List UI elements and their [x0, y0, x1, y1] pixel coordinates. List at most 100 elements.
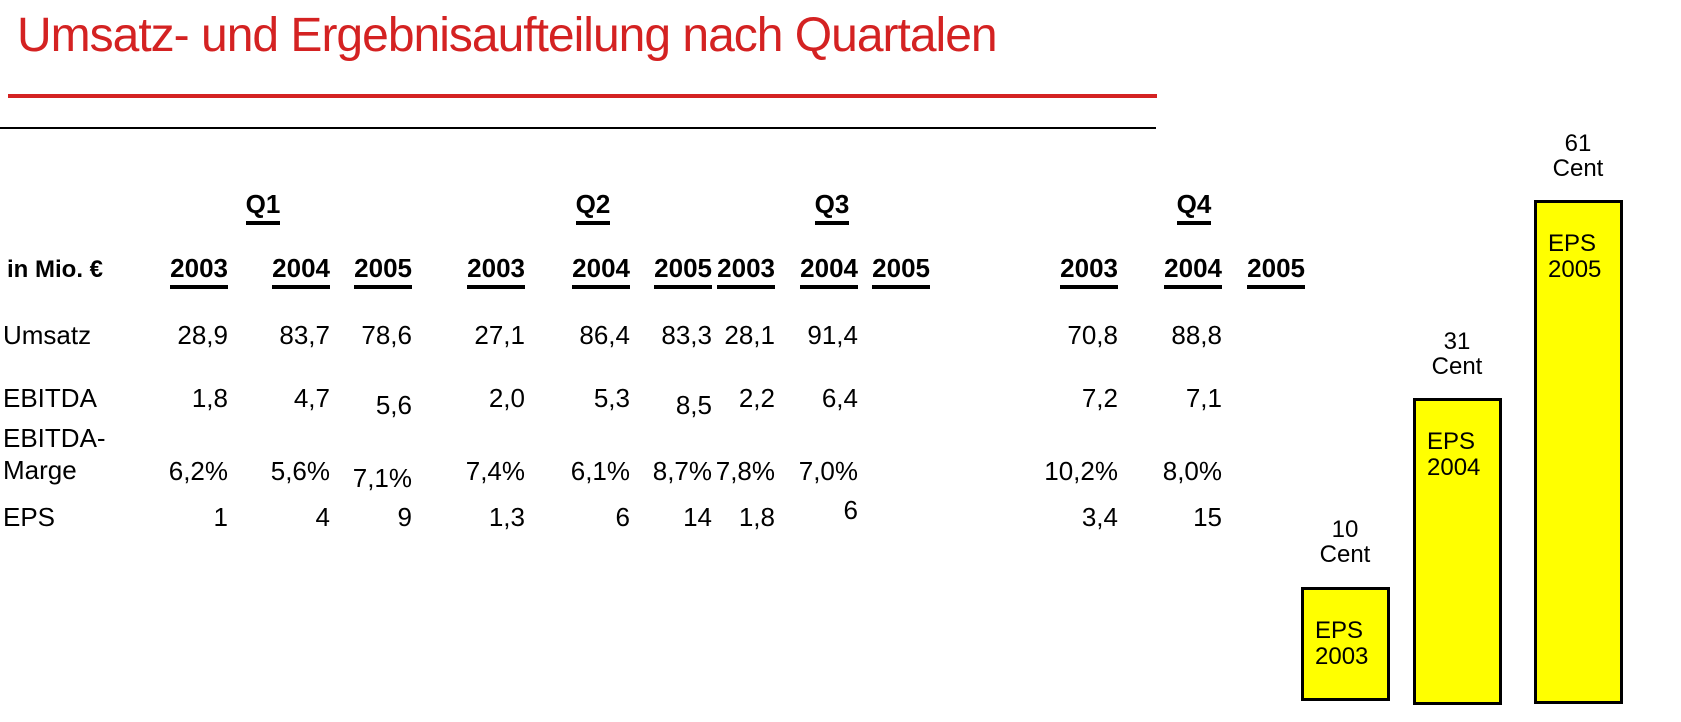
year-header: 2005 [602, 253, 712, 289]
bar-label-line: 2003 [1315, 643, 1369, 670]
quarter-header-q2: Q2 [538, 189, 648, 225]
bar-value-amount: 61 [1564, 130, 1592, 157]
table-cell: 83,3 [661, 320, 712, 350]
page-title: Umsatz- und Ergebnisaufteilung nach Quar… [17, 9, 998, 62]
year-header: 2005 [1195, 253, 1305, 289]
year-header: 2004 [220, 253, 330, 289]
table-cell: 7,0% [798, 456, 858, 486]
bar-label-line: 2005 [1548, 256, 1602, 283]
table-cell: 1,8 [191, 383, 228, 413]
table-cell: 5,3 [593, 383, 630, 413]
year-header: 2005 [302, 253, 412, 289]
year-header: 2003 [118, 253, 228, 289]
table-cell: 6,1% [570, 456, 630, 486]
table-cell: 15 [1193, 502, 1222, 532]
bar-label-line: EPS [1315, 617, 1364, 644]
table-cell: 7,1 [1185, 383, 1222, 413]
eps-2003-bar-label: EPS 2003 [1315, 618, 1368, 670]
row-label-ebitda-marge-line2: Marge [3, 455, 77, 485]
year-header: 2003 [1008, 253, 1118, 289]
year-header-text: 2005 [872, 253, 930, 289]
table-cell: 4,7 [293, 383, 330, 413]
eps-2004-bar: EPS 2004 [1413, 398, 1502, 705]
bar-label-line: 2004 [1427, 454, 1481, 481]
quarter-header-q1-text: Q1 [245, 189, 281, 225]
table-cell: 6 [843, 495, 858, 525]
year-header: 2005 [820, 253, 930, 289]
bar-value-unit: Cent [1431, 353, 1483, 380]
table-cell: 7,8% [715, 456, 775, 486]
year-header-text: 2004 [572, 253, 630, 289]
table-cell: 3,4 [1081, 502, 1118, 532]
table-cell: 86,4 [579, 320, 630, 350]
row-label-ebitda: EBITDA [3, 383, 97, 413]
table-cell: 4 [315, 502, 330, 532]
table-cell: 78,6 [361, 320, 412, 350]
table-cell: 83,7 [279, 320, 330, 350]
table-cell: 2,0 [488, 383, 525, 413]
bar-value-label-2005: 61 Cent [1516, 131, 1640, 181]
table-cell: 8,5 [675, 390, 712, 420]
year-header: 2003 [415, 253, 525, 289]
table-cell: 27,1 [474, 320, 525, 350]
table-cell: 70,8 [1067, 320, 1118, 350]
eps-2004-bar-label: EPS 2004 [1427, 429, 1480, 481]
table-cell: 1,8 [738, 502, 775, 532]
quarter-header-q2-text: Q2 [575, 189, 611, 225]
table-cell: 7,4% [465, 456, 525, 486]
table-cell: 8,7% [652, 456, 712, 486]
bar-value-unit: Cent [1319, 541, 1371, 568]
year-header-text: 2004 [1164, 253, 1222, 289]
table-cell: 14 [683, 502, 712, 532]
table-cell: 88,8 [1171, 320, 1222, 350]
table-cell: 6,4 [821, 383, 858, 413]
table-cell: 1,3 [488, 502, 525, 532]
year-header-text: 2005 [654, 253, 712, 289]
row-label-ebitda-marge-line1: EBITDA- [3, 423, 106, 453]
table-cell: 5,6% [270, 456, 330, 486]
quarter-header-q1: Q1 [208, 189, 318, 225]
year-header-text: 2003 [467, 253, 525, 289]
quarter-header-q3-text: Q3 [814, 189, 850, 225]
bar-label-line: EPS [1427, 428, 1476, 455]
bar-value-label-2004: 31 Cent [1395, 329, 1519, 379]
table-cell: 1 [213, 502, 228, 532]
table-cell: 7,2 [1081, 383, 1118, 413]
eps-2005-bar: EPS 2005 [1534, 200, 1623, 704]
year-header: 2003 [665, 253, 775, 289]
bar-label-line: EPS [1548, 230, 1597, 257]
year-header-text: 2003 [717, 253, 775, 289]
table-cell: 6 [615, 502, 630, 532]
row-label-umsatz: Umsatz [3, 320, 92, 350]
quarter-header-q4: Q4 [1139, 189, 1249, 225]
table-cell: 28,9 [177, 320, 228, 350]
quarter-header-q3: Q3 [777, 189, 887, 225]
table-cell: 91,4 [807, 320, 858, 350]
year-header-text: 2004 [800, 253, 858, 289]
table-cell: 8,0% [1162, 456, 1222, 486]
table-cell: 2,2 [738, 383, 775, 413]
table-cell: 6,2% [168, 456, 228, 486]
year-header: 2004 [520, 253, 630, 289]
eps-2005-bar-label: EPS 2005 [1548, 231, 1601, 283]
bar-value-amount: 31 [1443, 328, 1471, 355]
year-header-text: 2003 [1060, 253, 1118, 289]
quarter-header-q4-text: Q4 [1176, 189, 1212, 225]
year-header-text: 2005 [354, 253, 412, 289]
bar-value-amount: 10 [1331, 516, 1359, 543]
table-cell: 9 [397, 502, 412, 532]
table-cell: 10,2% [1044, 456, 1118, 486]
title-underline-rule [8, 94, 1157, 98]
year-header-text: 2003 [170, 253, 228, 289]
year-header-text: 2004 [272, 253, 330, 289]
row-label-eps: EPS [3, 502, 56, 532]
year-header: 2004 [748, 253, 858, 289]
table-cell: 28,1 [724, 320, 775, 350]
bar-value-label-2003: 10 Cent [1283, 517, 1407, 567]
eps-2003-bar: EPS 2003 [1301, 587, 1390, 701]
unit-label: in Mio. € [7, 256, 103, 283]
year-header-text: 2005 [1247, 253, 1305, 289]
table-cell: 5,6 [375, 390, 412, 420]
table-cell: 7,1% [352, 463, 412, 493]
